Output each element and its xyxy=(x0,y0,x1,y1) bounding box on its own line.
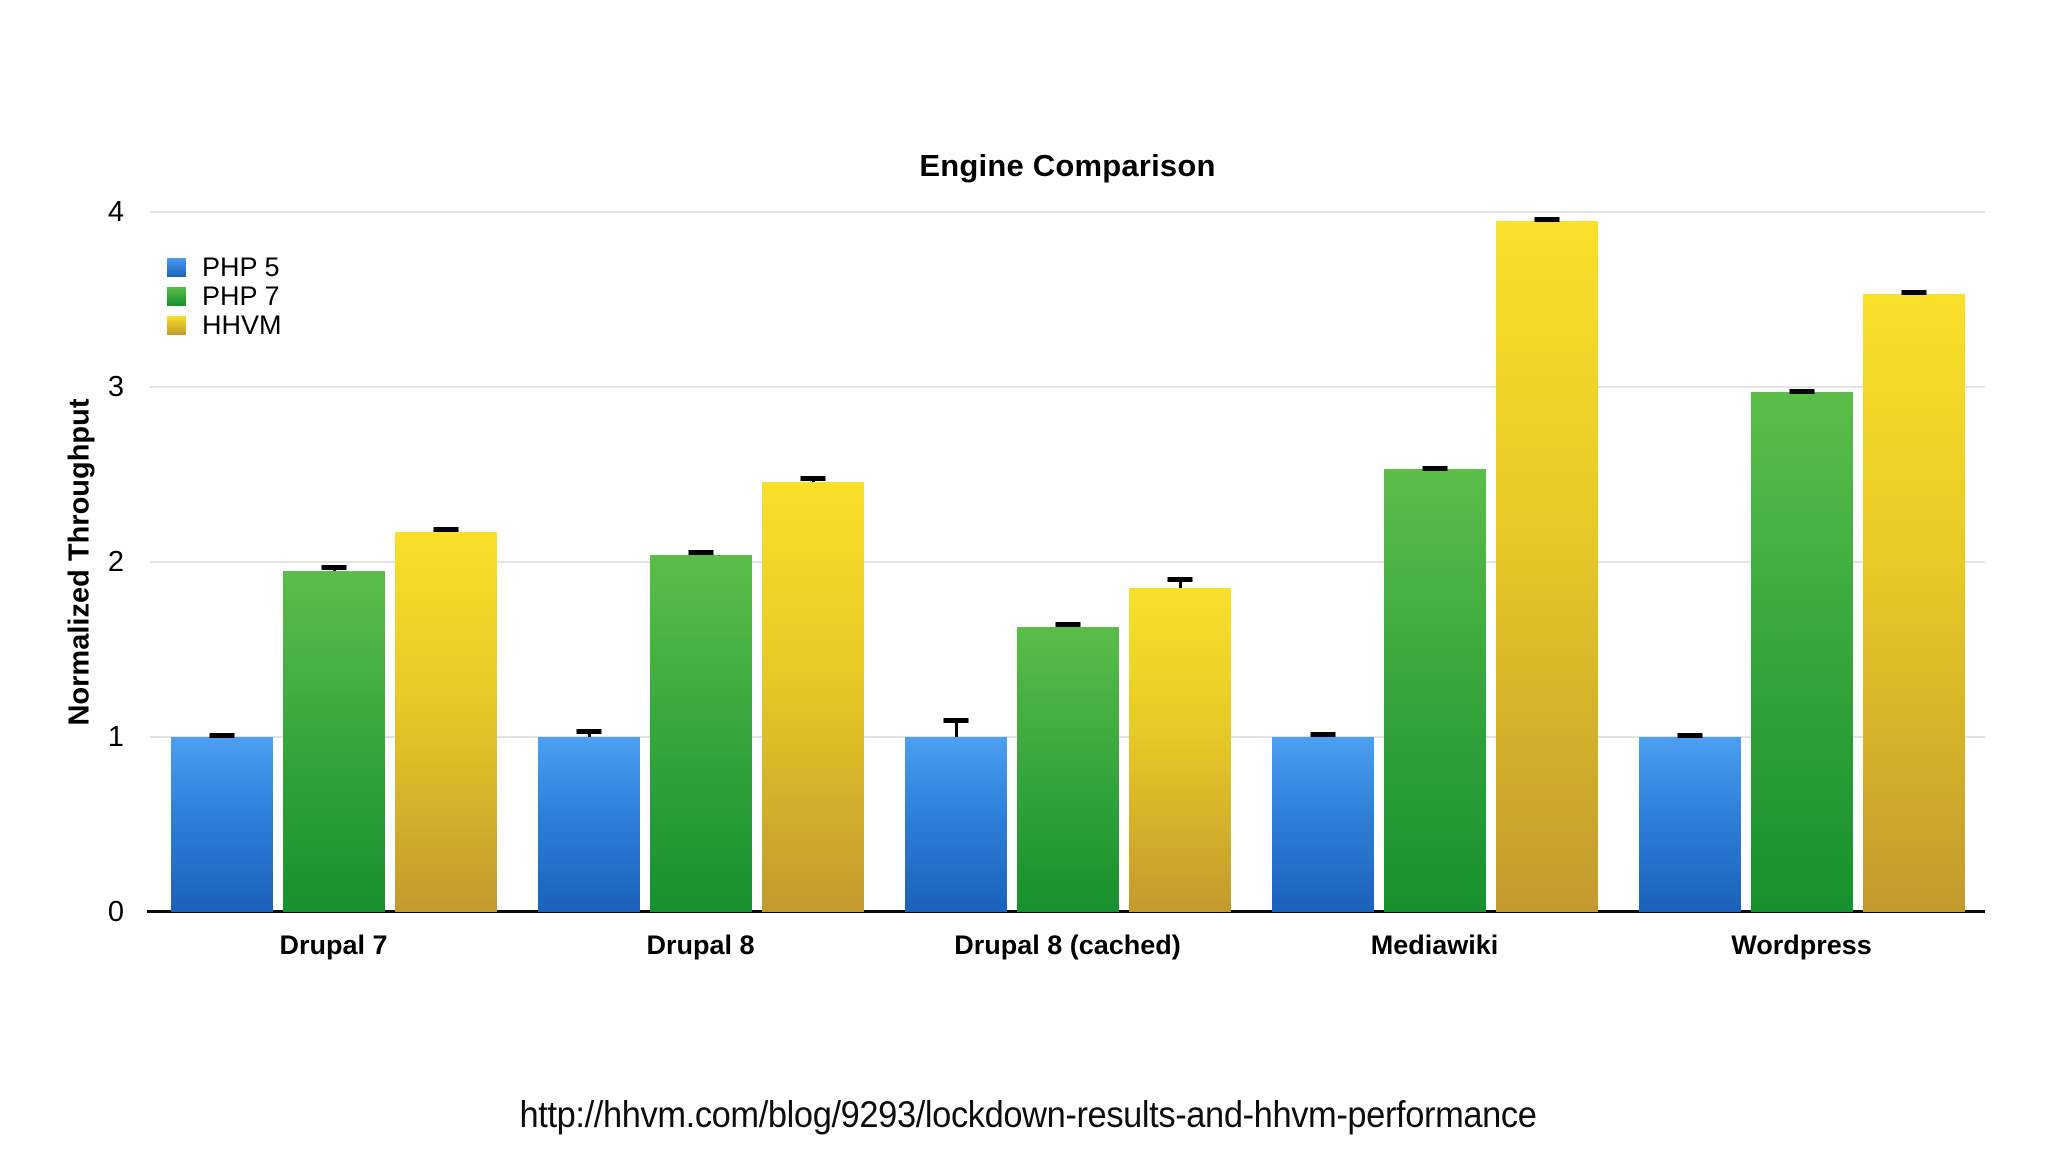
legend-item-php-7: PHP 7 xyxy=(167,282,282,311)
category-label-drupal-8-cached: Drupal 8 (cached) xyxy=(954,930,1181,960)
error-bar-cap xyxy=(1789,388,1814,394)
y-tick-label-0: 0 xyxy=(107,896,124,928)
y-tick-label-3: 3 xyxy=(107,371,124,403)
category-label-drupal-8: Drupal 8 xyxy=(646,930,755,960)
error-bar-cap xyxy=(321,565,346,571)
bar-drupal-8-php-5 xyxy=(537,728,640,912)
bar-drupal-8-cached-php-5 xyxy=(904,717,1007,912)
legend-label: PHP 7 xyxy=(202,281,280,311)
bar-drupal-7-php-5 xyxy=(170,733,273,912)
bar-drupal-8-cached-php-7 xyxy=(1016,622,1119,912)
bar-mediawiki-hhvm xyxy=(1495,217,1598,912)
bar-group-mediawiki xyxy=(1271,212,1598,912)
bar-mediawiki-php-7 xyxy=(1383,465,1486,912)
bar-group-drupal-7 xyxy=(170,212,497,912)
error-bar-stem xyxy=(587,730,591,737)
error-bar-cap xyxy=(688,549,713,555)
gridline-4 xyxy=(150,211,1985,213)
error-bar-stem xyxy=(1178,578,1182,589)
bar-drupal-8-cached-hhvm xyxy=(1128,576,1231,912)
error-bar-cap xyxy=(1167,576,1192,582)
legend-item-hhvm: HHVM xyxy=(167,311,282,340)
error-bar-cap xyxy=(1310,732,1335,738)
category-label-wordpress: Wordpress xyxy=(1731,930,1872,960)
gridline-2 xyxy=(150,561,1985,563)
legend-label: HHVM xyxy=(202,310,282,340)
error-bar-cap xyxy=(1055,622,1080,628)
y-tick-label-1: 1 xyxy=(107,721,124,753)
bar-wordpress-php-7 xyxy=(1750,388,1853,912)
bar-wordpress-hhvm xyxy=(1862,289,1965,912)
source-url-text: http://hhvm.com/blog/9293/lockdown-resul… xyxy=(519,1094,1537,1135)
legend-swatch-php-5 xyxy=(167,258,186,277)
error-bar-cap xyxy=(1422,465,1447,471)
legend-swatch-php-7 xyxy=(167,287,186,306)
error-bar-stem xyxy=(954,719,958,737)
legend-label: PHP 5 xyxy=(202,252,280,282)
error-bar-cap xyxy=(1901,289,1926,295)
bar-drupal-8-hhvm xyxy=(761,476,864,912)
plot-area xyxy=(147,211,1985,913)
error-bar-cap xyxy=(943,717,968,723)
category-label-mediawiki: Mediawiki xyxy=(1370,930,1499,960)
y-tick-label-2: 2 xyxy=(107,546,124,578)
error-bar-cap xyxy=(209,733,234,739)
error-bar-cap xyxy=(1677,733,1702,739)
y-tick-label-4: 4 xyxy=(107,196,124,228)
bar-drupal-7-hhvm xyxy=(394,526,497,912)
bar-group-drupal-8-cached xyxy=(904,212,1231,912)
category-label-drupal-7: Drupal 7 xyxy=(279,930,388,960)
error-bar-cap xyxy=(800,476,825,481)
bar-wordpress-php-5 xyxy=(1638,733,1741,912)
gridline-3 xyxy=(150,386,1985,388)
bar-group-drupal-8 xyxy=(537,212,864,912)
error-bar-cap xyxy=(1534,217,1559,222)
bar-drupal-7-php-7 xyxy=(282,565,385,912)
error-bar-cap xyxy=(576,728,601,734)
bar-drupal-8-php-7 xyxy=(649,549,752,912)
error-bar-cap xyxy=(433,526,458,532)
bar-mediawiki-php-5 xyxy=(1271,732,1374,912)
legend-item-php-5: PHP 5 xyxy=(167,253,282,282)
chart-title: Engine Comparison xyxy=(919,148,1216,183)
chart-legend: PHP 5 PHP 7 HHVM xyxy=(167,253,282,340)
legend-swatch-hhvm xyxy=(167,316,186,335)
bar-group-wordpress xyxy=(1638,212,1965,912)
